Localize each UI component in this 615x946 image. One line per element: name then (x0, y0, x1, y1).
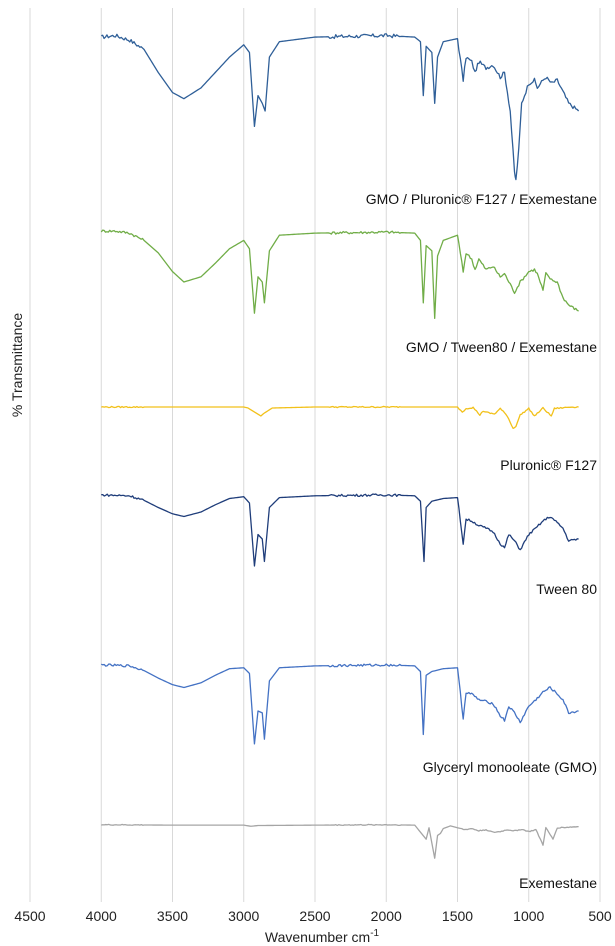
x-tick-label: 1000 (513, 908, 544, 924)
x-axis-title-text: Wavenumber cm (265, 929, 370, 945)
y-axis-title: % Transmittance (9, 313, 25, 417)
spectrum-line (101, 405, 579, 430)
series-labels: GMO / Pluronic® F127 / Exemestane GMO / T… (366, 191, 598, 891)
x-tick-labels: 4500 4000 3500 3000 2500 2000 1500 1000 500 (14, 908, 611, 924)
series-label: Exemestane (519, 875, 597, 891)
x-tick-label: 2500 (299, 908, 330, 924)
spectrum-line (100, 663, 579, 745)
series-label: Pluronic® F127 (500, 457, 597, 473)
x-tick-label: 4500 (14, 908, 45, 924)
x-axis-title-superscript: -1 (370, 928, 379, 939)
series-label: Glyceryl monooleate (GMO) (423, 759, 597, 775)
series-label: GMO / Tween80 / Exemestane (406, 339, 597, 355)
x-tick-label: 2000 (371, 908, 402, 924)
x-tick-label: 500 (588, 908, 612, 924)
x-tick-label: 4000 (86, 908, 117, 924)
gridlines (29, 8, 601, 902)
x-axis-title: Wavenumber cm-1 (265, 928, 380, 945)
series-label: GMO / Pluronic® F127 / Exemestane (366, 191, 598, 207)
series-label: Tween 80 (536, 581, 597, 597)
x-tick-label: 1500 (442, 908, 473, 924)
x-tick-label: 3000 (228, 908, 259, 924)
spectrum-line (100, 229, 579, 320)
spectrum-line (101, 33, 580, 181)
series-group (100, 33, 580, 859)
spectrum-line (101, 493, 579, 567)
spectrum-line (101, 823, 579, 859)
x-tick-label: 3500 (157, 908, 188, 924)
